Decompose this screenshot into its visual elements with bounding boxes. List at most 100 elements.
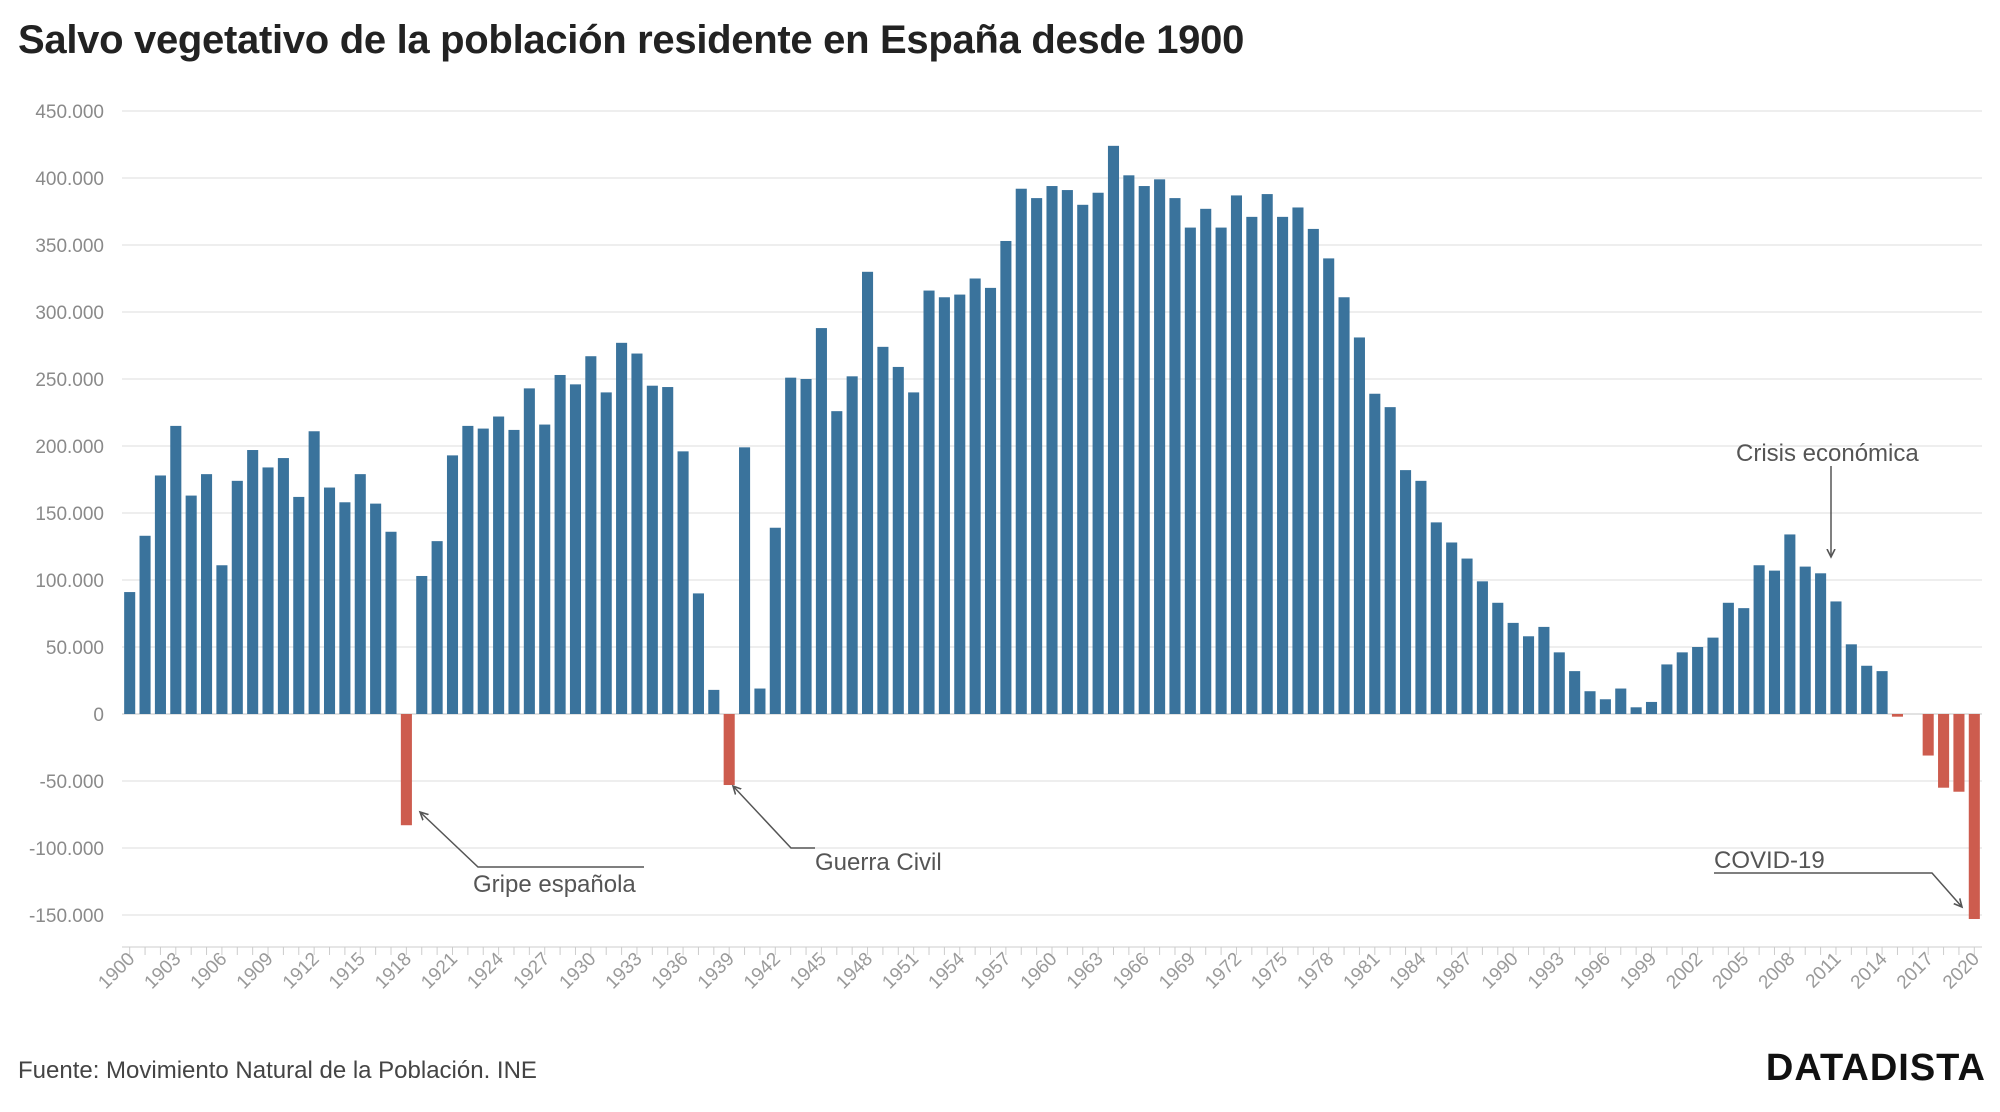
brand-logo: DATADISTA (1765, 1047, 1986, 1089)
bar-2008 (1784, 534, 1796, 714)
x-tick-label: 1945 (786, 949, 831, 994)
bar-1950 (892, 366, 904, 714)
x-tick-label: 1939 (694, 949, 739, 994)
y-tick-label: 0 (93, 705, 104, 726)
bar-2001 (1676, 652, 1688, 714)
bar-1973 (1246, 216, 1258, 715)
bar-1957 (1000, 240, 1012, 715)
bar-2003 (1707, 637, 1719, 714)
bar-2017 (1922, 714, 1934, 756)
bar-1972 (1230, 195, 1242, 715)
bar-1928 (554, 374, 566, 714)
bar-1994 (1569, 671, 1581, 714)
bar-1919 (416, 575, 428, 714)
bar-1962 (1077, 204, 1089, 715)
y-tick-label: 250.000 (35, 370, 104, 391)
bar-1988 (1476, 581, 1488, 714)
bar-1902 (154, 475, 166, 714)
bar-1970 (1200, 208, 1212, 714)
bar-2018 (1938, 714, 1950, 788)
bar-2002 (1692, 647, 1704, 714)
x-tick-label: 2011 (1802, 949, 1846, 993)
x-tick-label: 1930 (556, 949, 601, 994)
y-tick-label: 350.000 (35, 236, 104, 257)
bar-1910 (277, 458, 289, 714)
x-tick-label: 2008 (1755, 949, 1800, 994)
x-tick-label: 1906 (187, 949, 232, 994)
bar-1912 (308, 431, 320, 714)
bar-2007 (1768, 570, 1781, 714)
bar-1915 (354, 474, 366, 714)
bar-1921 (446, 455, 459, 714)
bar-1914 (339, 502, 351, 714)
bar-1982 (1384, 407, 1396, 714)
bar-1976 (1292, 207, 1304, 715)
bar-1978 (1323, 258, 1335, 714)
bar-1983 (1400, 470, 1412, 714)
bar-1934 (646, 385, 658, 714)
bar-1925 (508, 429, 520, 714)
annotation-gripe: Gripe española (420, 812, 644, 898)
bar-1985 (1430, 522, 1442, 714)
y-axis: 450.000 400.000 350.000 300.000 250.000 200.0… (29, 102, 104, 927)
bar-1958 (1015, 188, 1027, 715)
bar-1900 (124, 592, 136, 714)
bar-1929 (569, 384, 582, 714)
bar-1918 (400, 714, 412, 826)
bar-1998 (1630, 707, 1642, 714)
x-tick-label: 1960 (1017, 949, 1062, 994)
bar-1953 (938, 297, 950, 714)
bar-1980 (1353, 337, 1365, 714)
bar-1911 (293, 496, 305, 714)
x-tick-label: 1996 (1570, 949, 1615, 994)
bar-1917 (385, 531, 397, 714)
bar-1981 (1369, 393, 1381, 714)
bar-1947 (846, 376, 858, 714)
bar-1959 (1031, 198, 1043, 715)
bar-2019 (1953, 714, 1965, 792)
bar-1926 (523, 388, 535, 714)
bar-1984 (1415, 480, 1427, 714)
bar-1960 (1046, 186, 1058, 715)
bar-1990 (1507, 622, 1519, 714)
x-tick-label: 1987 (1432, 949, 1477, 994)
bar-1967 (1154, 179, 1166, 715)
x-tick-label: 1948 (832, 949, 877, 994)
x-tick-label: 1927 (510, 949, 555, 994)
bar-1949 (877, 346, 889, 714)
bar-2014 (1876, 671, 1888, 714)
bar-1908 (247, 450, 259, 714)
x-tick-label: 1978 (1293, 949, 1338, 994)
x-tick-label: 2014 (1847, 948, 1892, 993)
bar-1936 (677, 451, 689, 714)
bar-1966 (1138, 186, 1150, 715)
bar-1991 (1523, 636, 1535, 714)
x-tick-label: 1954 (925, 948, 970, 993)
bar-1931 (600, 392, 612, 714)
y-tick-label: -50.000 (40, 772, 104, 793)
bar-1920 (431, 541, 443, 714)
bar-1909 (262, 467, 274, 714)
bar-1946 (831, 411, 843, 714)
bar-1937 (692, 593, 704, 714)
bar-1952 (923, 290, 935, 714)
x-tick-label: 1957 (971, 949, 1016, 994)
annotation-guerra: Guerra Civil (733, 786, 942, 876)
bar-2020 (1968, 714, 1980, 920)
bar-1942 (769, 527, 781, 714)
x-tick-label: 2005 (1709, 949, 1754, 994)
x-tick-label: 1918 (371, 949, 416, 994)
bar-2013 (1861, 665, 1873, 714)
y-tick-label: 50.000 (46, 638, 104, 659)
x-tick-label: 1975 (1247, 949, 1292, 994)
x-tick-label: 1933 (602, 949, 647, 994)
bar-1979 (1338, 297, 1350, 714)
bar-1961 (1061, 190, 1073, 714)
bar-1943 (785, 377, 797, 714)
x-tick-label: 1915 (325, 949, 370, 994)
bar-1901 (139, 535, 151, 714)
x-tick-label: 1993 (1524, 949, 1569, 994)
x-tick-label: 1963 (1063, 949, 1108, 994)
bar-1969 (1184, 227, 1196, 714)
